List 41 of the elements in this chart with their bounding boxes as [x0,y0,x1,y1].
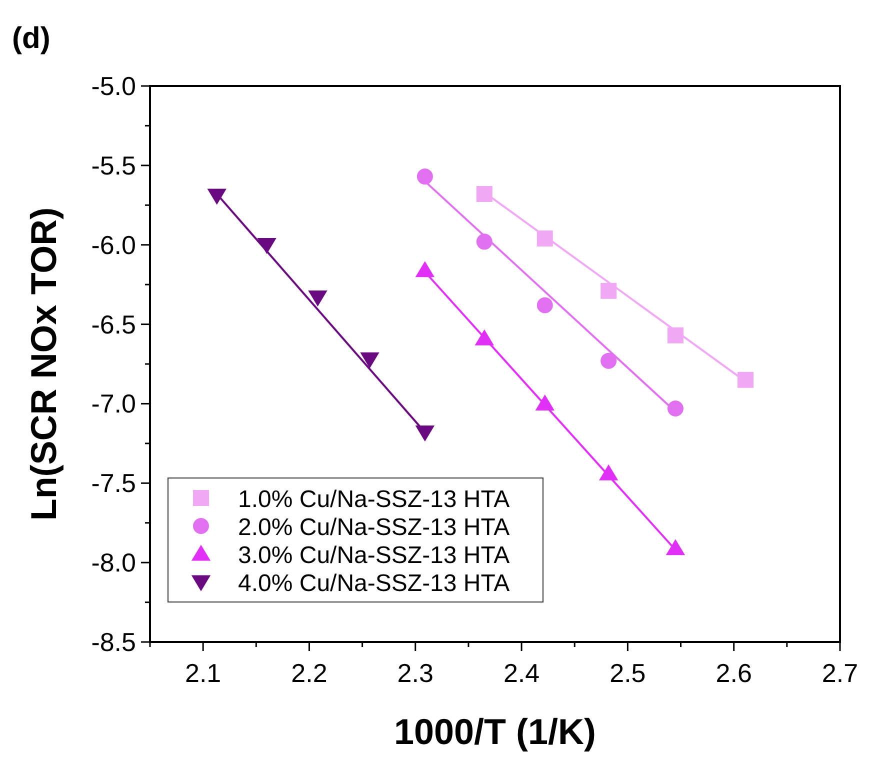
chart-title: (d) [12,22,50,55]
legend-label: 1.0% Cu/Na-SSZ-13 HTA [238,486,510,513]
point [207,188,226,205]
point [598,464,618,480]
point [360,352,380,368]
x-axis-title: 1000/T (1/K) [394,711,596,752]
point [416,168,433,185]
y-tick-label: -7.0 [91,388,136,419]
x-tick-label: 2.6 [716,658,752,688]
y-tick-label: -6.0 [91,230,136,260]
point [667,400,684,416]
y-tick-label: -5.5 [91,150,136,180]
point [738,372,754,388]
x-tick-label: 2.3 [397,658,434,688]
point [476,234,492,250]
x-tick-label: 2.7 [822,658,858,688]
point [308,290,328,306]
point [536,230,553,247]
y-tick-label: -8.0 [91,548,136,578]
point [474,329,494,346]
y-tick-label: -5.0 [91,71,136,101]
point [415,261,435,278]
point [536,297,553,314]
y-tick-label: -6.5 [91,309,136,340]
legend-label: 2.0% Cu/Na-SSZ-13 HTA [238,514,510,541]
point [476,186,492,202]
point [666,539,686,556]
point [667,327,684,344]
x-tick-label: 2.5 [610,658,646,688]
legend-label: 4.0% Cu/Na-SSZ-13 HTA [238,570,510,597]
x-tick-label: 2.1 [185,658,222,688]
x-tick-label: 2.2 [291,658,328,688]
legend-label: 3.0% Cu/Na-SSZ-13 HTA [238,542,510,569]
y-axis-title: Ln(SCR NOx TOR) [23,207,64,521]
point [600,352,617,369]
x-tick-label: 2.4 [503,658,540,688]
y-tick-label: -7.5 [91,468,136,498]
y-tick-label: -8.5 [91,627,136,657]
point [257,238,276,254]
point [600,282,617,299]
point [535,394,554,411]
